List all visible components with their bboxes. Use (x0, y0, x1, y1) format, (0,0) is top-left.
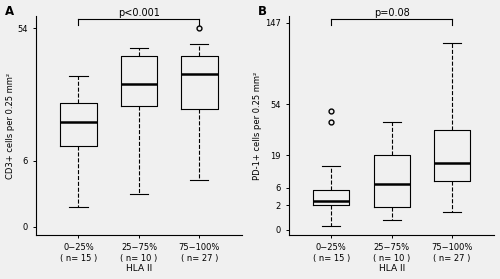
Text: p<0.001: p<0.001 (118, 8, 160, 18)
Text: A: A (6, 5, 15, 18)
Text: B: B (258, 5, 267, 18)
Text: p=0.08: p=0.08 (374, 8, 410, 18)
Y-axis label: CD3+ cells per 0.25 mm²: CD3+ cells per 0.25 mm² (6, 72, 15, 179)
X-axis label: HLA II: HLA II (378, 264, 405, 273)
X-axis label: HLA II: HLA II (126, 264, 152, 273)
Y-axis label: PD-1+ cells per 0.25 mm²: PD-1+ cells per 0.25 mm² (253, 71, 262, 180)
